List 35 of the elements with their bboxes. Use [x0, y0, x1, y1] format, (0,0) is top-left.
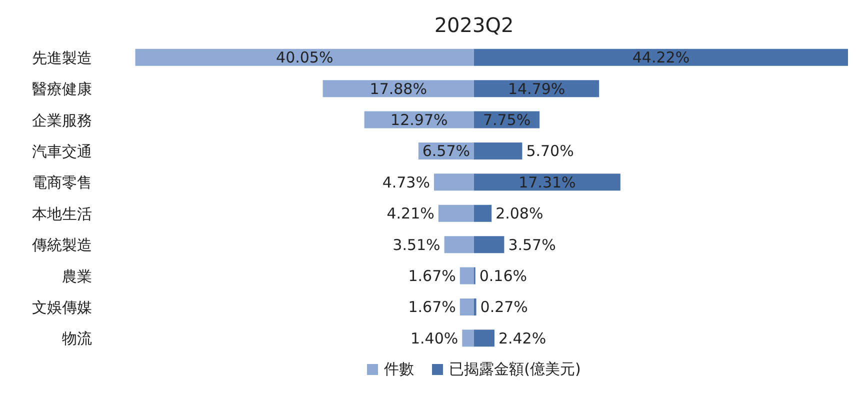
- data-label: 5.70%: [526, 142, 574, 160]
- y-tick-label: 物流: [62, 330, 92, 348]
- data-label: 0.16%: [479, 267, 528, 286]
- data-label: 1.67%: [408, 298, 456, 316]
- legend-label: 已揭露金額(億美元): [449, 360, 581, 379]
- y-tick-label: 文娛傳媒: [32, 298, 92, 317]
- bar: [434, 174, 474, 191]
- data-label: 4.21%: [386, 204, 434, 223]
- y-tick-label: 先進製造: [32, 48, 92, 67]
- data-label: 3.51%: [392, 236, 440, 254]
- y-tick-label: 電商零售: [32, 174, 92, 192]
- data-label: 1.40%: [410, 329, 458, 348]
- data-label: 44.22%: [632, 48, 690, 67]
- data-label: 1.67%: [408, 267, 456, 286]
- data-label: 14.79%: [508, 80, 566, 98]
- data-label: 2.42%: [498, 329, 546, 348]
- data-label: 2.08%: [496, 204, 544, 223]
- data-label: 12.97%: [390, 111, 448, 130]
- legend-label: 件數: [384, 360, 414, 379]
- data-label: 4.73%: [382, 173, 430, 192]
- data-label: 7.75%: [482, 111, 531, 130]
- chart-title: 2023Q2: [433, 12, 515, 39]
- bar: [460, 267, 474, 284]
- y-tick-label: 醫療健康: [32, 80, 92, 98]
- y-tick-label: 傳統製造: [31, 236, 92, 254]
- data-label: 3.57%: [508, 236, 556, 254]
- data-label: 17.88%: [370, 80, 427, 98]
- data-label: 17.31%: [518, 173, 576, 192]
- data-label: 0.27%: [480, 298, 528, 316]
- y-tick-label: 本地生活: [32, 204, 92, 223]
- data-label: 40.05%: [276, 48, 334, 67]
- data-label: 6.57%: [422, 142, 470, 160]
- y-tick-label: 農業: [62, 267, 92, 286]
- y-tick-label: 企業服務: [32, 111, 92, 130]
- y-tick-label: 汽車交通: [32, 142, 92, 161]
